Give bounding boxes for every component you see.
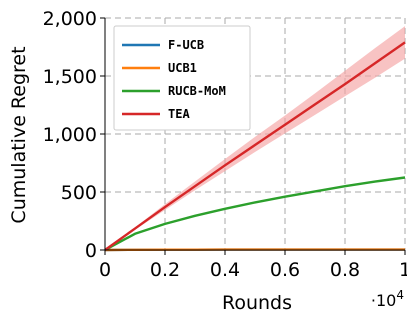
confidence-bands <box>105 26 405 251</box>
series-line <box>104 176 406 252</box>
x-axis-ticks: 0 0.2 0.4 0.6 0.8 1 <box>99 250 407 281</box>
x-axis-multiplier: ·104 <box>371 288 404 310</box>
x-tick-label: 0.4 <box>210 259 240 281</box>
x-tick-label: 0 <box>99 259 111 281</box>
y-tick-label: 2,000 <box>43 8 97 30</box>
y-tick-label: 1,500 <box>43 66 97 88</box>
x-tick-label: 0.8 <box>330 259 360 281</box>
y-tick-label: 0 <box>85 240 97 262</box>
legend-label: UCB1 <box>168 61 197 75</box>
y-tick-label: 1,000 <box>43 124 97 146</box>
series-line <box>104 41 406 251</box>
legend-label: F-UCB <box>168 38 204 52</box>
x-tick-label: 1 <box>399 259 407 281</box>
series-band <box>105 26 405 251</box>
legend: F-UCB UCB1 RUCB-MoM TEA <box>113 25 251 131</box>
x-tick-label: 0.6 <box>270 259 300 281</box>
y-axis-ticks: 0 500 1,000 1,500 2,000 <box>43 8 105 262</box>
x-multiplier-exponent: 4 <box>396 288 404 302</box>
legend-items: F-UCB UCB1 RUCB-MoM TEA <box>122 38 226 121</box>
legend-label: TEA <box>168 107 190 121</box>
y-axis-title: Cumulative Regret <box>8 46 30 223</box>
x-tick-label: 0.2 <box>150 259 180 281</box>
x-multiplier-base: ·10 <box>371 291 396 310</box>
legend-box <box>113 25 251 131</box>
legend-label: RUCB-MoM <box>168 84 226 98</box>
y-tick-label: 500 <box>61 182 97 204</box>
x-axis-title: Rounds <box>222 292 292 314</box>
